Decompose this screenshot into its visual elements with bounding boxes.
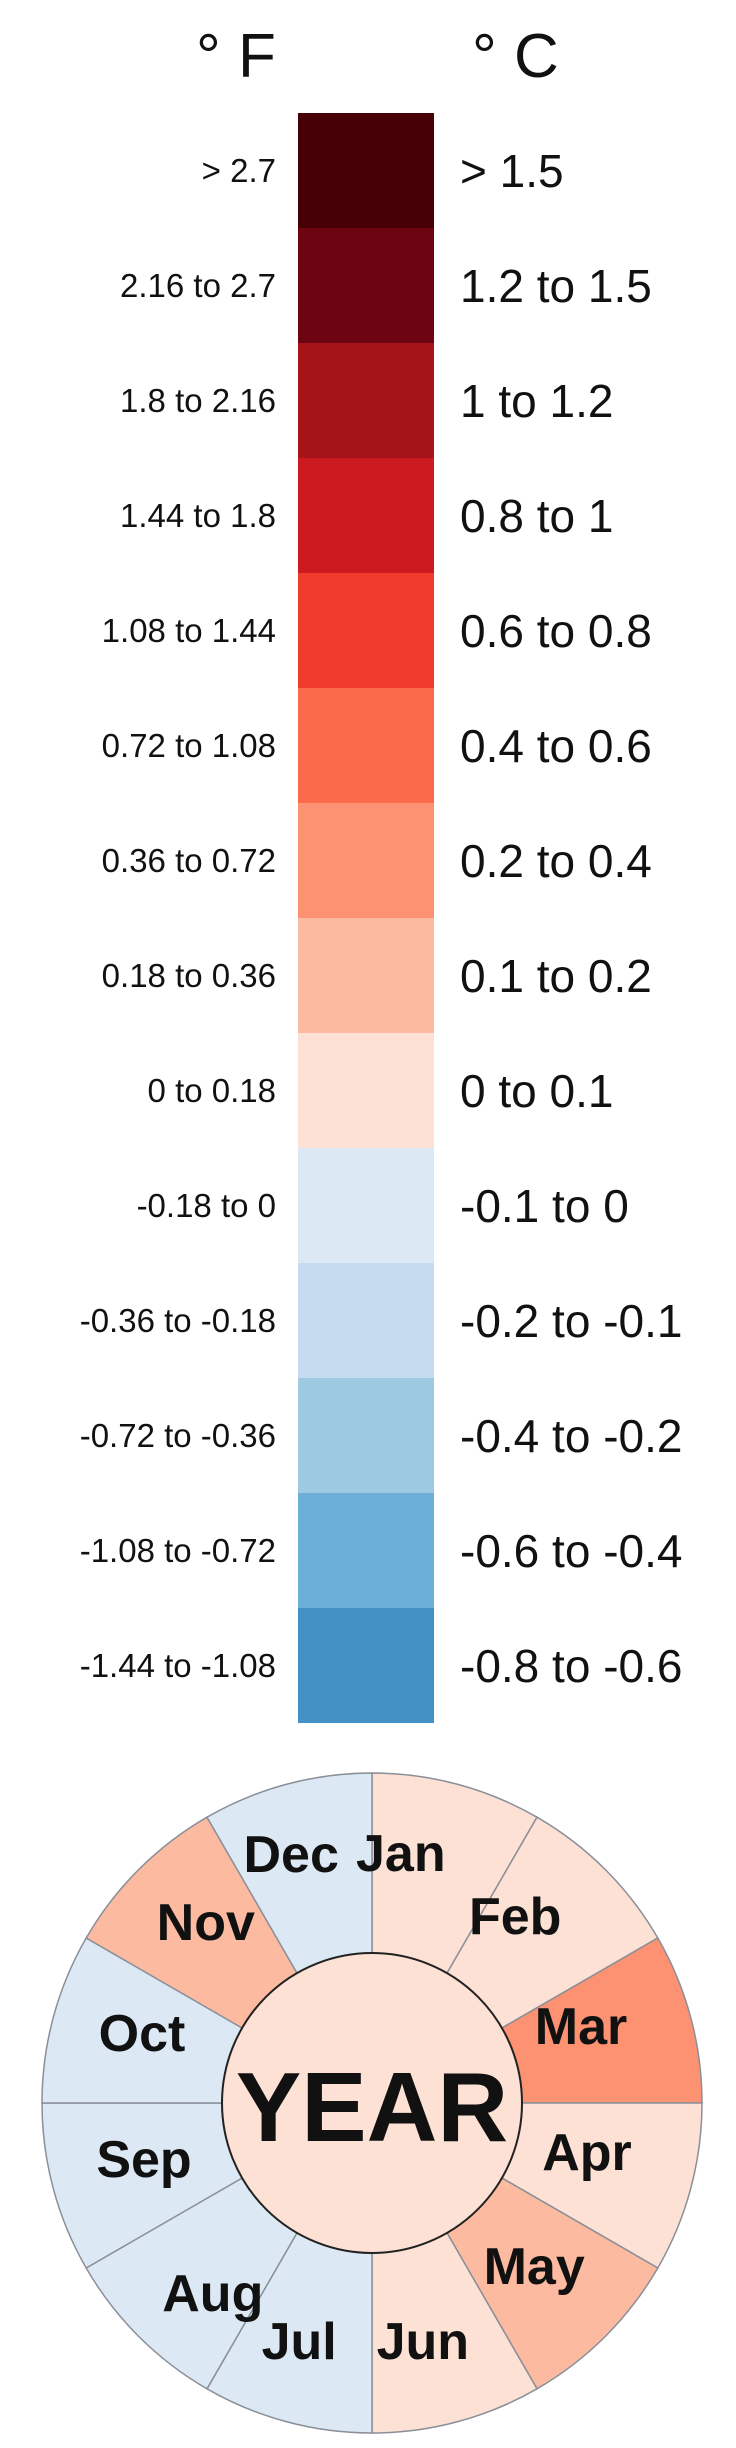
legend-fahrenheit-label: -1.08 to -0.72: [79, 1531, 276, 1569]
month-label-jul: Jul: [262, 2313, 337, 2371]
legend-swatch: [298, 573, 434, 688]
legend-fahrenheit-label: 2.16 to 2.7: [120, 266, 276, 304]
legend-celsius-label: > 1.5: [460, 144, 564, 197]
legend-fahrenheit-label: -0.18 to 0: [136, 1186, 276, 1224]
legend-celsius-label: 1 to 1.2: [460, 374, 614, 427]
legend-swatch: [298, 113, 434, 228]
legend-celsius-label: 0.1 to 0.2: [460, 949, 652, 1002]
month-label-dec: Dec: [243, 1826, 338, 1884]
fahrenheit-unit-label: ° F: [196, 22, 276, 91]
celsius-unit-label: ° C: [472, 22, 559, 91]
legend-fahrenheit-label: > 2.7: [201, 151, 276, 189]
legend-swatch: [298, 228, 434, 343]
legend-swatch: [298, 1033, 434, 1148]
month-label-feb: Feb: [469, 1888, 561, 1946]
legend-swatch: [298, 343, 434, 458]
legend-celsius-label: -0.8 to -0.6: [460, 1639, 683, 1692]
legend-fahrenheit-label: 0 to 0.18: [147, 1071, 276, 1109]
legend-fahrenheit-label: -1.44 to -1.08: [79, 1646, 276, 1684]
legend-celsius-label: 0.6 to 0.8: [460, 604, 652, 657]
legend-celsius-label: 0.2 to 0.4: [460, 834, 652, 887]
legend-fahrenheit-label: 1.8 to 2.16: [120, 381, 276, 419]
legend-celsius-label: -0.6 to -0.4: [460, 1524, 683, 1577]
legend-celsius-label: -0.2 to -0.1: [460, 1294, 683, 1347]
year-center-disc: [221, 1952, 523, 2254]
legend-fahrenheit-label: -0.36 to -0.18: [79, 1301, 276, 1339]
legend-swatch: [298, 1608, 434, 1723]
month-label-oct: Oct: [99, 2005, 186, 2063]
legend-swatch: [298, 803, 434, 918]
legend-fahrenheit-label: -0.72 to -0.36: [79, 1416, 276, 1454]
legend-celsius-label: -0.1 to 0: [460, 1179, 629, 1232]
legend-fahrenheit-label: 0.72 to 1.08: [101, 726, 276, 764]
legend-fahrenheit-label: 1.44 to 1.8: [120, 496, 276, 534]
month-label-aug: Aug: [162, 2265, 263, 2323]
color-legend: ° F ° C > 2.7 > 1.5 2.16 to 2.7 1.2 to 1.5 1…: [79, 22, 683, 1723]
legend-celsius-label: 1.2 to 1.5: [460, 259, 652, 312]
legend-swatch: [298, 688, 434, 803]
legend-swatch: [298, 458, 434, 573]
legend-swatch: [298, 1493, 434, 1608]
month-label-mar: Mar: [535, 1998, 627, 2056]
month-label-nov: Nov: [157, 1894, 255, 1952]
legend-swatch: [298, 918, 434, 1033]
legend-celsius-label: 0.4 to 0.6: [460, 719, 652, 772]
month-label-jan: Jan: [356, 1825, 446, 1883]
legend-fahrenheit-label: 0.36 to 0.72: [101, 841, 276, 879]
legend-celsius-label: -0.4 to -0.2: [460, 1409, 683, 1462]
legend-celsius-label: 0 to 0.1: [460, 1064, 614, 1117]
year-label: YEAR: [236, 2052, 508, 2162]
legend-fahrenheit-label: 0.18 to 0.36: [101, 956, 276, 994]
month-label-may: May: [484, 2238, 585, 2296]
legend-celsius-label: 0.8 to 1: [460, 489, 614, 542]
month-label-apr: Apr: [542, 2124, 632, 2182]
legend-swatch: [298, 1263, 434, 1378]
month-label-sep: Sep: [96, 2131, 191, 2189]
month-label-jun: Jun: [377, 2313, 469, 2371]
legend-swatch: [298, 1148, 434, 1263]
legend-swatch: [298, 1378, 434, 1493]
legend-fahrenheit-label: 1.08 to 1.44: [101, 611, 276, 649]
